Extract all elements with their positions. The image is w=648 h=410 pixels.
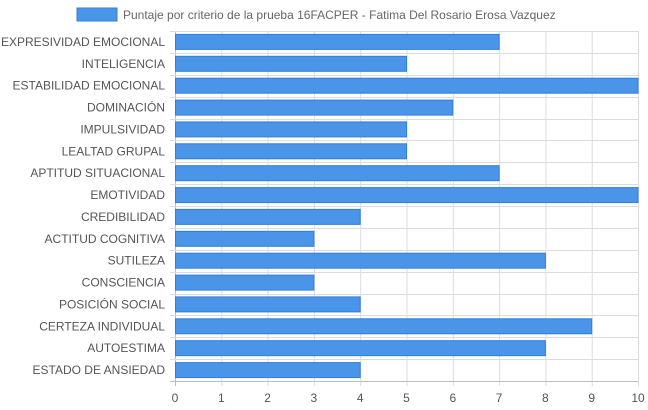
category-label: CERTEZA INDIVIDUAL bbox=[39, 319, 165, 333]
category-label: DOMINACIÓN bbox=[87, 100, 165, 115]
bar bbox=[175, 208, 361, 225]
x-tick-label: 2 bbox=[264, 391, 271, 405]
bar bbox=[175, 55, 407, 72]
category-label: ACTITUD COGNITIVA bbox=[45, 232, 165, 246]
bar bbox=[175, 99, 454, 116]
category-label: EXPRESIVIDAD EMOCIONAL bbox=[1, 35, 165, 49]
category-label: AUTOESTIMA bbox=[87, 341, 165, 355]
bar bbox=[175, 33, 500, 50]
bar bbox=[175, 230, 315, 247]
category-label: CONSCIENCIA bbox=[82, 276, 165, 290]
category-label: POSICIÓN SOCIAL bbox=[59, 296, 165, 311]
category-label: ESTABILIDAD EMOCIONAL bbox=[13, 79, 166, 93]
bar bbox=[175, 143, 407, 160]
category-label: APTITUD SITUACIONAL bbox=[30, 166, 165, 180]
bar bbox=[175, 362, 361, 379]
x-tick-label: 9 bbox=[588, 391, 595, 405]
x-tick-label: 0 bbox=[172, 391, 179, 405]
category-label: INTELIGENCIA bbox=[82, 57, 165, 71]
legend-swatch bbox=[76, 7, 118, 22]
legend: Puntaje por criterio de la prueba 16FACP… bbox=[76, 7, 556, 22]
category-label: ESTADO DE ANSIEDAD bbox=[33, 363, 166, 377]
x-tick-label: 1 bbox=[218, 391, 225, 405]
bar bbox=[175, 252, 546, 269]
bar bbox=[175, 274, 315, 291]
bar bbox=[175, 296, 361, 313]
x-tick-label: 10 bbox=[631, 391, 645, 405]
category-label: EMOTIVIDAD bbox=[90, 188, 165, 202]
x-tick-label: 7 bbox=[496, 391, 503, 405]
category-label: IMPULSIVIDAD bbox=[80, 122, 165, 136]
x-tick-label: 3 bbox=[311, 391, 318, 405]
bars bbox=[175, 33, 639, 379]
bar bbox=[175, 318, 593, 335]
bar bbox=[175, 187, 639, 204]
category-label: SUTILEZA bbox=[108, 254, 165, 268]
x-tick-label: 5 bbox=[403, 391, 410, 405]
bar bbox=[175, 121, 407, 138]
category-labels: EXPRESIVIDAD EMOCIONAL INTELIGENCIA ESTABI… bbox=[1, 35, 165, 377]
x-axis-ticks: 0 1 2 3 4 5 6 7 8 9 10 bbox=[172, 391, 645, 405]
bar bbox=[175, 77, 639, 94]
category-label: LEALTAD GRUPAL bbox=[62, 144, 166, 158]
x-tick-label: 8 bbox=[542, 391, 549, 405]
bar bbox=[175, 165, 500, 182]
bar bbox=[175, 340, 546, 357]
x-tick-label: 6 bbox=[449, 391, 456, 405]
legend-label: Puntaje por criterio de la prueba 16FACP… bbox=[123, 8, 556, 22]
category-label: CREDIBILIDAD bbox=[81, 210, 165, 224]
x-tick-label: 4 bbox=[357, 391, 364, 405]
